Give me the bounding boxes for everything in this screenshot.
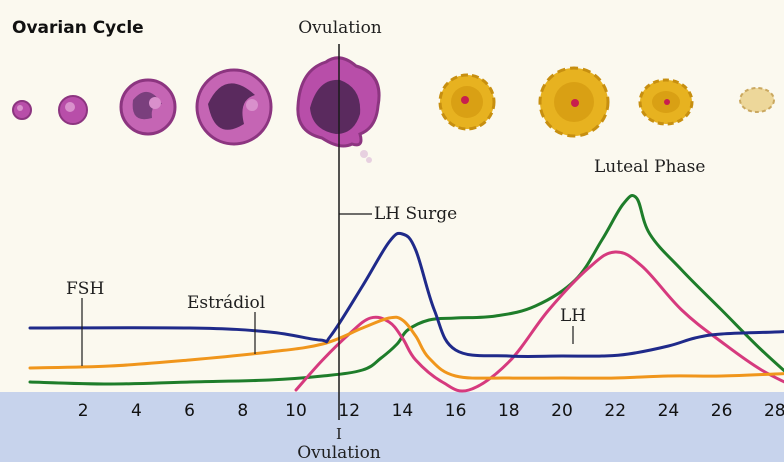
x-tick-label: 6 bbox=[184, 401, 195, 421]
fsh-label: FSH bbox=[66, 279, 104, 299]
x-tick-label: 2 bbox=[78, 401, 89, 421]
x-tick-label: 22 bbox=[604, 401, 626, 421]
secondary-follicle bbox=[119, 78, 177, 136]
x-tick-label: 12 bbox=[338, 401, 360, 421]
diagram-title: Ovarian Cycle bbox=[12, 18, 144, 38]
corpus-albicans bbox=[739, 87, 775, 113]
x-tick-label: 20 bbox=[551, 401, 573, 421]
x-tick-label: 18 bbox=[498, 401, 520, 421]
x-axis-band bbox=[0, 392, 784, 462]
x-tick-label: 26 bbox=[711, 401, 733, 421]
estradiol-label: Estrádiol bbox=[187, 293, 265, 313]
ovulation-top-label: Ovulation bbox=[298, 18, 382, 38]
estradiol-curve bbox=[28, 315, 784, 380]
primordial-follicle bbox=[12, 100, 32, 120]
tertiary-follicle bbox=[195, 68, 273, 146]
x-tick-label: 28 bbox=[764, 401, 784, 421]
hormone-curves bbox=[28, 194, 784, 393]
lh-surge-label: LH Surge bbox=[374, 204, 457, 224]
corpus-luteum-early bbox=[438, 73, 496, 131]
fsh-curve bbox=[28, 231, 784, 358]
ovulation-bottom-marker: I bbox=[336, 425, 342, 443]
follicle-sequence bbox=[12, 56, 775, 163]
x-axis-ticks: 2 4 6 8 10 12 14 16 18 20 22 24 26 28 bbox=[78, 401, 784, 421]
corpus-luteum-mature bbox=[538, 66, 610, 138]
corpus-luteum-regressing bbox=[638, 78, 694, 126]
x-tick-label: 8 bbox=[237, 401, 248, 421]
x-tick-label: 10 bbox=[285, 401, 307, 421]
x-tick-label: 24 bbox=[658, 401, 680, 421]
ovulation-bottom-label: Ovulation bbox=[297, 443, 381, 462]
x-tick-label: 14 bbox=[392, 401, 414, 421]
primary-follicle bbox=[58, 95, 88, 125]
x-tick-label: 4 bbox=[131, 401, 142, 421]
luteal-phase-label: Luteal Phase bbox=[594, 157, 705, 177]
x-tick-label: 16 bbox=[445, 401, 467, 421]
lh-label: LH bbox=[560, 306, 586, 326]
progesterone-curve bbox=[28, 194, 784, 386]
